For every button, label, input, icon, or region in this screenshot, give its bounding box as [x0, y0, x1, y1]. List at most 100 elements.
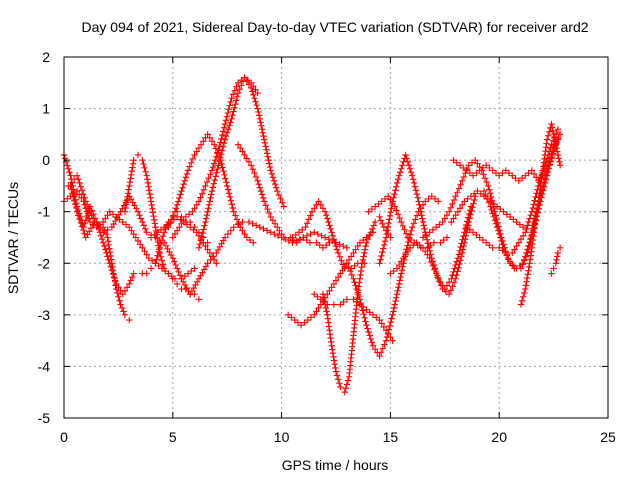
data-point — [474, 160, 481, 167]
data-point — [173, 201, 181, 209]
data-point — [142, 225, 149, 233]
data-point — [319, 244, 327, 252]
data-point — [112, 282, 119, 289]
data-point — [129, 160, 137, 168]
data-point — [315, 198, 322, 205]
data-point — [64, 195, 71, 203]
data-point — [265, 156, 272, 164]
data-point — [124, 190, 132, 197]
data-point — [328, 229, 335, 236]
data-point — [375, 200, 382, 208]
data-point — [330, 301, 338, 308]
data-point — [130, 230, 137, 238]
data-point — [220, 139, 228, 147]
data-point — [412, 216, 419, 223]
data-point — [328, 342, 335, 349]
data-point — [143, 251, 150, 258]
data-point — [454, 268, 461, 275]
data-point — [477, 190, 484, 197]
data-point — [154, 235, 161, 242]
data-point — [497, 205, 504, 213]
data-point — [486, 190, 494, 197]
data-point — [457, 181, 464, 188]
data-point — [430, 239, 438, 246]
data-point — [439, 218, 446, 226]
data-point — [141, 248, 148, 255]
data-point — [426, 229, 433, 236]
data-point — [229, 91, 237, 98]
data-point — [429, 226, 437, 233]
data-point — [224, 109, 232, 117]
data-point — [517, 236, 525, 243]
data-point — [268, 170, 276, 178]
data-point — [152, 223, 159, 231]
data-point — [447, 204, 454, 212]
data-point — [321, 297, 328, 305]
data-point — [294, 319, 302, 326]
data-point — [182, 285, 190, 293]
data-point — [126, 316, 133, 324]
data-point — [371, 346, 379, 353]
data-point — [398, 270, 405, 277]
data-point — [486, 164, 493, 172]
data-point — [393, 291, 401, 298]
data-point — [158, 257, 166, 264]
data-point — [506, 260, 514, 267]
data-point — [403, 155, 410, 162]
y-axis-label: SDTVAR / TECUs — [5, 182, 21, 294]
data-point — [276, 227, 283, 234]
data-point — [395, 261, 403, 269]
data-point — [271, 220, 279, 227]
data-point — [376, 352, 383, 360]
data-point — [506, 213, 514, 221]
data-point — [247, 162, 255, 169]
data-point — [337, 270, 344, 277]
data-point — [191, 151, 198, 159]
data-point — [315, 304, 322, 312]
data-point — [139, 218, 146, 226]
data-point — [412, 187, 420, 194]
data-point — [239, 148, 246, 155]
data-point — [284, 311, 292, 319]
data-point — [456, 162, 464, 169]
data-point — [384, 330, 392, 337]
data-point — [380, 323, 388, 331]
data-point — [383, 333, 391, 341]
data-point — [525, 267, 532, 274]
data-point — [395, 172, 403, 179]
data-point — [489, 167, 496, 174]
data-point — [550, 265, 557, 272]
data-point — [481, 174, 489, 182]
data-point — [221, 136, 229, 143]
data-point — [291, 316, 298, 324]
data-point — [336, 241, 343, 248]
data-point — [262, 202, 270, 209]
data-point — [221, 120, 229, 128]
data-point — [234, 141, 242, 148]
data-point — [552, 141, 559, 148]
data-point — [205, 205, 212, 212]
data-point — [546, 162, 553, 169]
data-point — [366, 332, 373, 339]
data-point — [371, 203, 379, 210]
data-point — [429, 262, 437, 270]
data-point — [417, 208, 425, 215]
data-point — [115, 293, 122, 301]
data-point — [190, 226, 197, 233]
data-point — [522, 172, 529, 179]
data-point — [114, 289, 121, 297]
data-point — [224, 186, 232, 193]
data-point — [241, 151, 248, 159]
data-point — [204, 260, 211, 267]
data-point — [397, 273, 404, 281]
data-point — [337, 301, 344, 308]
data-point — [168, 216, 175, 223]
data-point — [332, 277, 340, 284]
data-point — [348, 271, 355, 279]
data-point — [262, 143, 269, 150]
data-point — [150, 216, 158, 224]
y-tick-label: -1 — [38, 204, 51, 220]
data-point — [223, 179, 230, 186]
data-point — [316, 242, 323, 249]
data-point — [413, 239, 420, 246]
